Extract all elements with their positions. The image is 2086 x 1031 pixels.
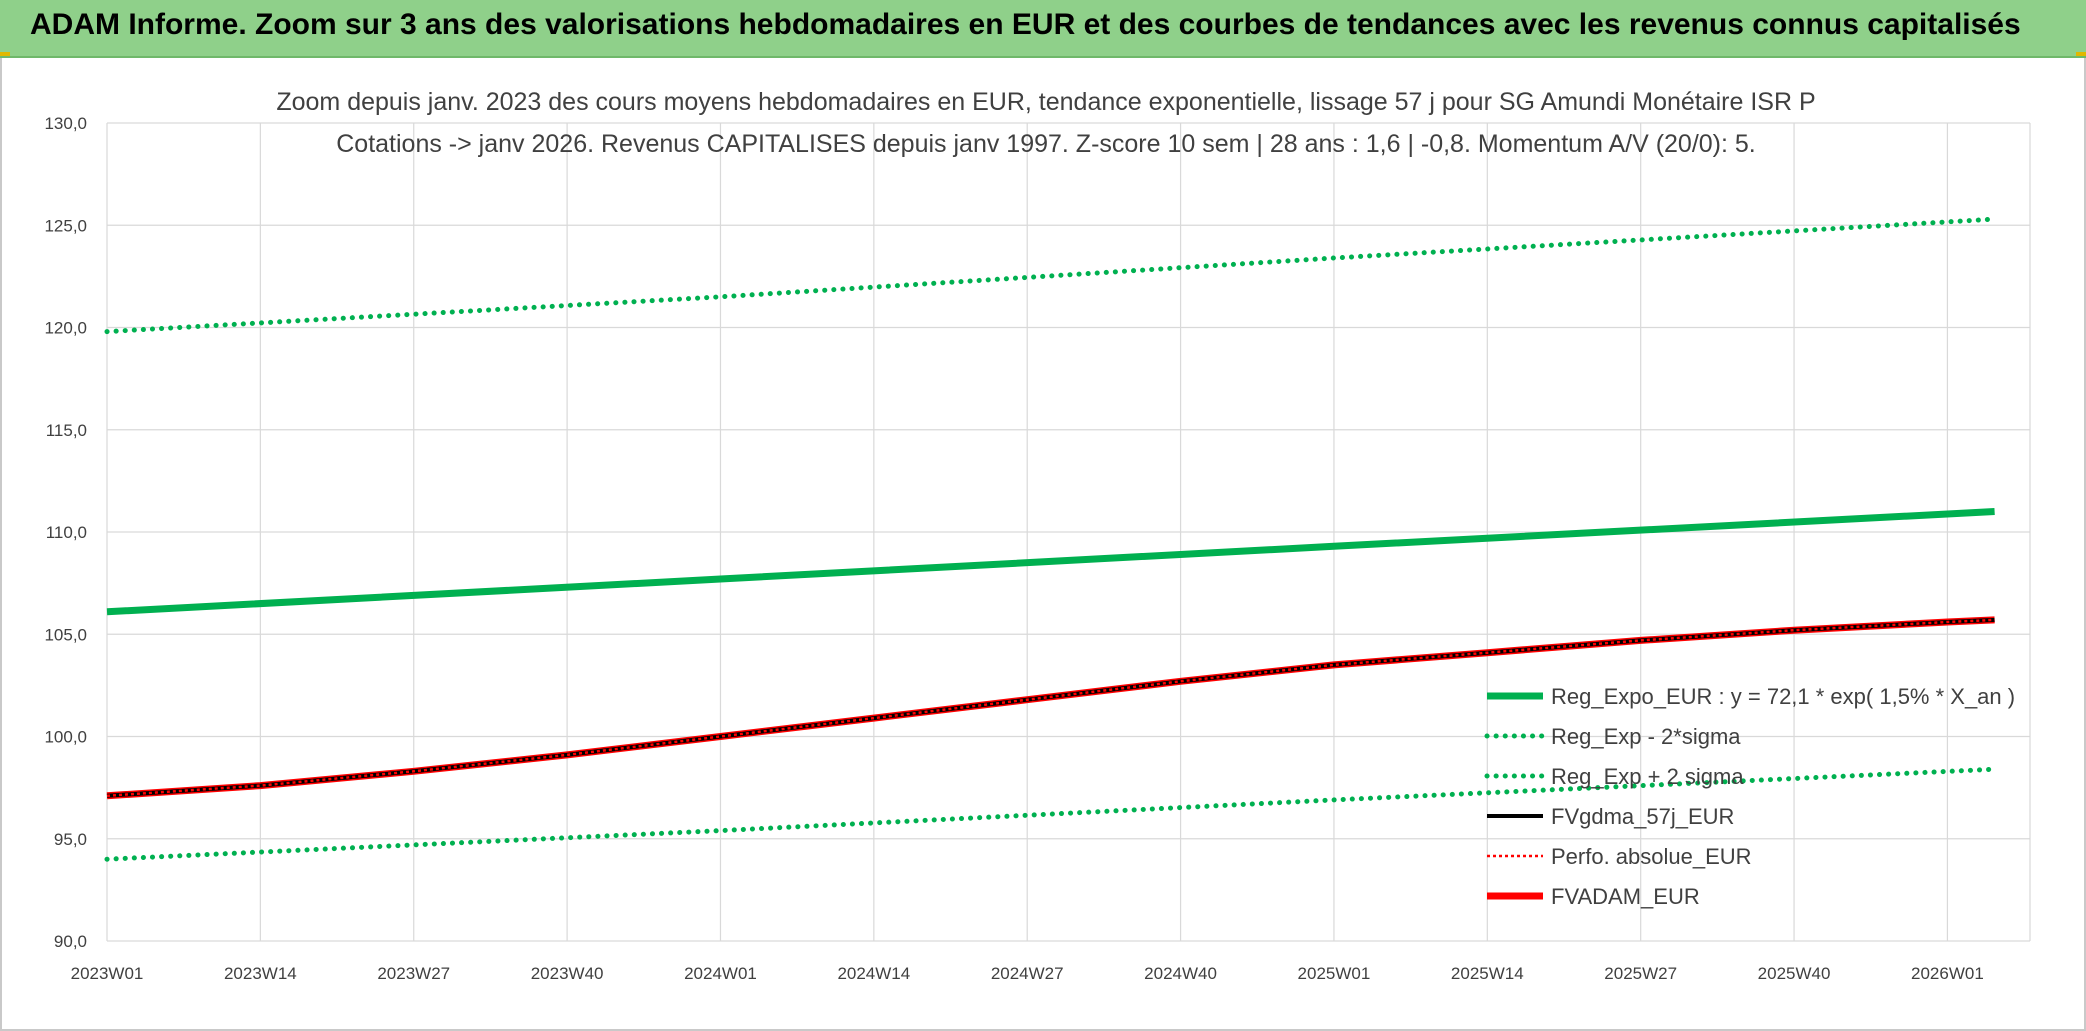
x-tick-label: 2023W40 [531,964,604,983]
y-tick-label: 125,0 [44,216,87,235]
report-banner: ADAM Informe. Zoom sur 3 ans des valoris… [0,0,2086,58]
legend-label: FVADAM_EUR [1551,884,1700,909]
series-line-1 [104,766,1998,862]
y-tick-label: 90,0 [54,932,87,951]
y-tick-label: 105,0 [44,625,87,644]
x-tick-label: 2024W40 [1144,964,1217,983]
legend-label: Reg_Exp + 2 sigma [1551,764,1744,789]
axes: 90,0 95,0 100,0 105,0 110,0 115,0 120,0 125,0 13… [44,114,1983,983]
y-tick-label: 115,0 [46,421,87,440]
x-tick-label: 2024W27 [991,964,1064,983]
series-line-4 [106,618,1995,798]
legend-label: Perfo. absolue_EUR [1551,844,1752,869]
x-tick-label: 2023W27 [377,964,450,983]
series-lines [104,216,1998,862]
y-tick-label: 110,0 [46,523,87,542]
x-tick-label: 2024W01 [684,964,757,983]
y-tick-label: 95,0 [54,830,87,849]
x-tick-label: 2025W01 [1298,964,1371,983]
x-tick-label: 2025W14 [1451,964,1524,983]
x-tick-label: 2025W40 [1758,964,1831,983]
x-tick-label: 2025W27 [1604,964,1677,983]
chart-title-line-1: Zoom depuis janv. 2023 des cours moyens … [276,88,1815,116]
chart-title-line-2: Cotations -> janv 2026. Revenus CAPITALI… [336,130,1756,158]
y-tick-label: 120,0 [44,319,87,338]
x-tick-label: 2023W14 [224,964,297,983]
x-tick-label: 2026W01 [1911,964,1984,983]
legend-label: FVgdma_57j_EUR [1551,804,1734,829]
x-tick-label: 2024W14 [837,964,910,983]
y-tick-label: 130,0 [44,114,87,133]
series-line-0 [106,508,1995,616]
legend-label: Reg_Exp - 2*sigma [1551,724,1741,749]
corner-marker [0,52,10,56]
legend: Reg_Expo_EUR : y = 72,1 * exp( 1,5% * X_… [1484,684,2015,909]
report-title: ADAM Informe. Zoom sur 3 ans des valoris… [30,8,2021,41]
corner-marker [2076,52,2086,56]
legend-label: Reg_Expo_EUR : y = 72,1 * exp( 1,5% * X_… [1551,684,2015,709]
y-tick-label: 100,0 [44,728,87,747]
gridlines [106,122,2031,942]
series-line-2 [104,216,1998,335]
x-tick-label: 2023W01 [71,964,144,983]
